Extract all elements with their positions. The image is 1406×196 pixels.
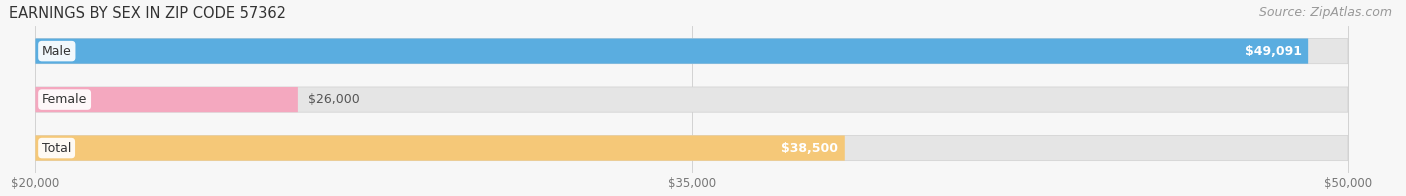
Text: Total: Total [42, 142, 72, 155]
FancyBboxPatch shape [35, 135, 1348, 161]
Text: $26,000: $26,000 [308, 93, 360, 106]
Text: Source: ZipAtlas.com: Source: ZipAtlas.com [1258, 6, 1392, 19]
Text: EARNINGS BY SEX IN ZIP CODE 57362: EARNINGS BY SEX IN ZIP CODE 57362 [8, 5, 287, 21]
Text: $49,091: $49,091 [1244, 45, 1302, 58]
FancyBboxPatch shape [35, 87, 1348, 112]
FancyBboxPatch shape [35, 87, 298, 112]
FancyBboxPatch shape [35, 135, 845, 161]
Text: $38,500: $38,500 [782, 142, 838, 155]
FancyBboxPatch shape [35, 38, 1308, 64]
Text: Female: Female [42, 93, 87, 106]
Text: Male: Male [42, 45, 72, 58]
FancyBboxPatch shape [35, 38, 1348, 64]
